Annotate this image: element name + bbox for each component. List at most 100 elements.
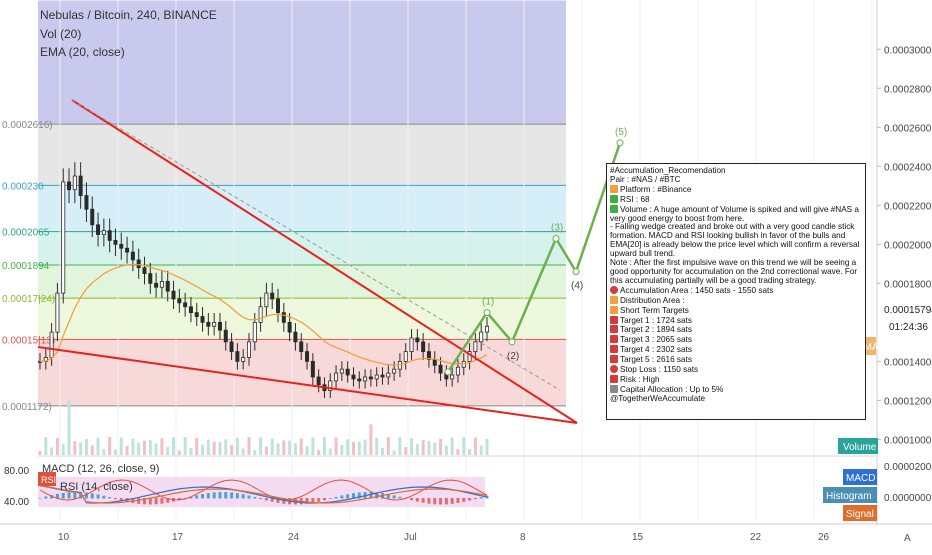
- left-tick-0: 80.00: [4, 466, 29, 477]
- wave-point-5: [616, 139, 624, 147]
- ema-legend[interactable]: EMA (20, close): [40, 45, 125, 59]
- time-label-1: 17: [172, 532, 184, 543]
- rsi-tag-bg: [38, 472, 56, 486]
- histogram-bar: [462, 498, 466, 502]
- volume-bar: [369, 424, 373, 455]
- volume-bar: [166, 446, 170, 455]
- histogram-bar: [322, 498, 326, 501]
- wave-point-3: [552, 234, 560, 242]
- candle-body: [363, 376, 368, 382]
- histogram-bar: [340, 495, 344, 499]
- candle-body: [409, 337, 414, 353]
- fib-zone-4: [38, 265, 566, 299]
- time-label-2: 24: [288, 532, 300, 543]
- histogram-bar: [38, 498, 42, 499]
- histogram-bar: [84, 492, 88, 499]
- volume-bar: [201, 444, 205, 455]
- volume-bar: [67, 399, 71, 455]
- trade-note[interactable]: #Accumulation_Recomendation Pair : #NAS /…: [606, 163, 866, 420]
- chart-icon: [610, 204, 618, 213]
- fib-label-6: 0.0001172): [2, 402, 52, 413]
- volume-bar: [55, 438, 59, 455]
- volume-bar: [485, 438, 489, 455]
- candle-body: [334, 372, 339, 382]
- histogram-bar: [177, 498, 181, 501]
- candle-body: [351, 374, 356, 380]
- candle-body: [223, 329, 228, 343]
- candle-body: [270, 292, 275, 300]
- symbol-title[interactable]: Nebulas / Bitcoin, 240, BINANCE: [40, 8, 217, 22]
- histogram-bar: [369, 492, 373, 499]
- candle-body: [310, 360, 315, 378]
- histogram-bar: [55, 493, 59, 499]
- volume-tag: Volume: [843, 442, 877, 453]
- ema-tag: EMA: [857, 342, 879, 353]
- candle-body: [415, 337, 420, 343]
- indicator-tag-2: Signal: [846, 509, 874, 520]
- histogram-bar: [433, 498, 437, 505]
- volume-legend[interactable]: Vol (20): [40, 27, 82, 41]
- histogram-bar: [79, 492, 83, 499]
- histogram-bar: [218, 492, 222, 499]
- volume-bar: [282, 440, 286, 455]
- histogram-bar: [206, 493, 210, 499]
- fib-label-5: 0.00015|13): [2, 335, 55, 346]
- histogram-bar: [183, 498, 187, 499]
- wave-label-4: (4): [571, 281, 583, 292]
- histogram-bar: [259, 498, 263, 499]
- candle-body: [392, 368, 397, 374]
- candle-body: [264, 292, 269, 308]
- countdown-label: 01:24:36: [889, 322, 928, 333]
- histogram-bar: [67, 492, 71, 499]
- candle-body: [455, 366, 460, 376]
- indicator-tag-bg-2: [843, 505, 877, 521]
- ema-line: [39, 263, 488, 366]
- histogram-bar: [468, 498, 472, 501]
- indicator-tag-bg-1: [823, 487, 877, 503]
- wedge-lower-line: [37, 346, 578, 424]
- volume-bar: [363, 439, 367, 455]
- volume-bar: [357, 441, 361, 455]
- histogram-bar: [189, 496, 193, 499]
- histogram-bar: [450, 498, 454, 504]
- volume-bar: [177, 450, 181, 455]
- macd-line: [39, 484, 488, 504]
- price-tick-8: 0.0001400: [884, 357, 932, 368]
- wave-point-start: [444, 368, 452, 376]
- note-line: Accumulation Area : 1450 sats - 1550 sat…: [610, 285, 862, 296]
- volume-bar: [456, 449, 460, 455]
- histogram-bar: [346, 494, 350, 499]
- candle-body: [119, 243, 124, 249]
- candle-body: [276, 298, 281, 314]
- volume-bar: [44, 437, 48, 455]
- candle-body: [339, 368, 344, 374]
- volume-bar: [299, 438, 303, 455]
- candle-body: [159, 280, 164, 288]
- histogram-bar: [357, 492, 361, 499]
- histogram-bar: [317, 498, 321, 502]
- histogram-bar: [386, 494, 390, 499]
- note-line-text: Short Term Targets: [620, 305, 689, 315]
- candle-body: [107, 230, 112, 241]
- note-line-text: @TogetherWeAccumulate: [610, 393, 706, 403]
- volume-bar: [79, 442, 83, 455]
- volume-bar: [398, 437, 402, 455]
- note-line: Distribution Area :: [610, 295, 862, 306]
- time-label-0: 10: [58, 532, 70, 543]
- time-label-4: 8: [520, 532, 526, 543]
- candle-body: [55, 292, 60, 333]
- volume-bar: [410, 438, 414, 455]
- rsi-legend: RSI (14, close): [60, 481, 133, 493]
- histogram-bar: [375, 492, 379, 499]
- wave-point-4: [572, 268, 580, 276]
- volume-bar: [328, 448, 332, 455]
- candle-body: [84, 195, 89, 210]
- histogram-bar: [235, 493, 239, 499]
- fib-label-1: 0.000230: [2, 181, 44, 192]
- note-line-text: #Accumulation_Recomendation: [610, 166, 726, 175]
- histogram-bar: [392, 495, 396, 499]
- candle-body: [287, 321, 292, 333]
- volume-bar: [50, 447, 54, 455]
- volume-bar: [270, 438, 274, 455]
- volume-bar: [108, 437, 112, 455]
